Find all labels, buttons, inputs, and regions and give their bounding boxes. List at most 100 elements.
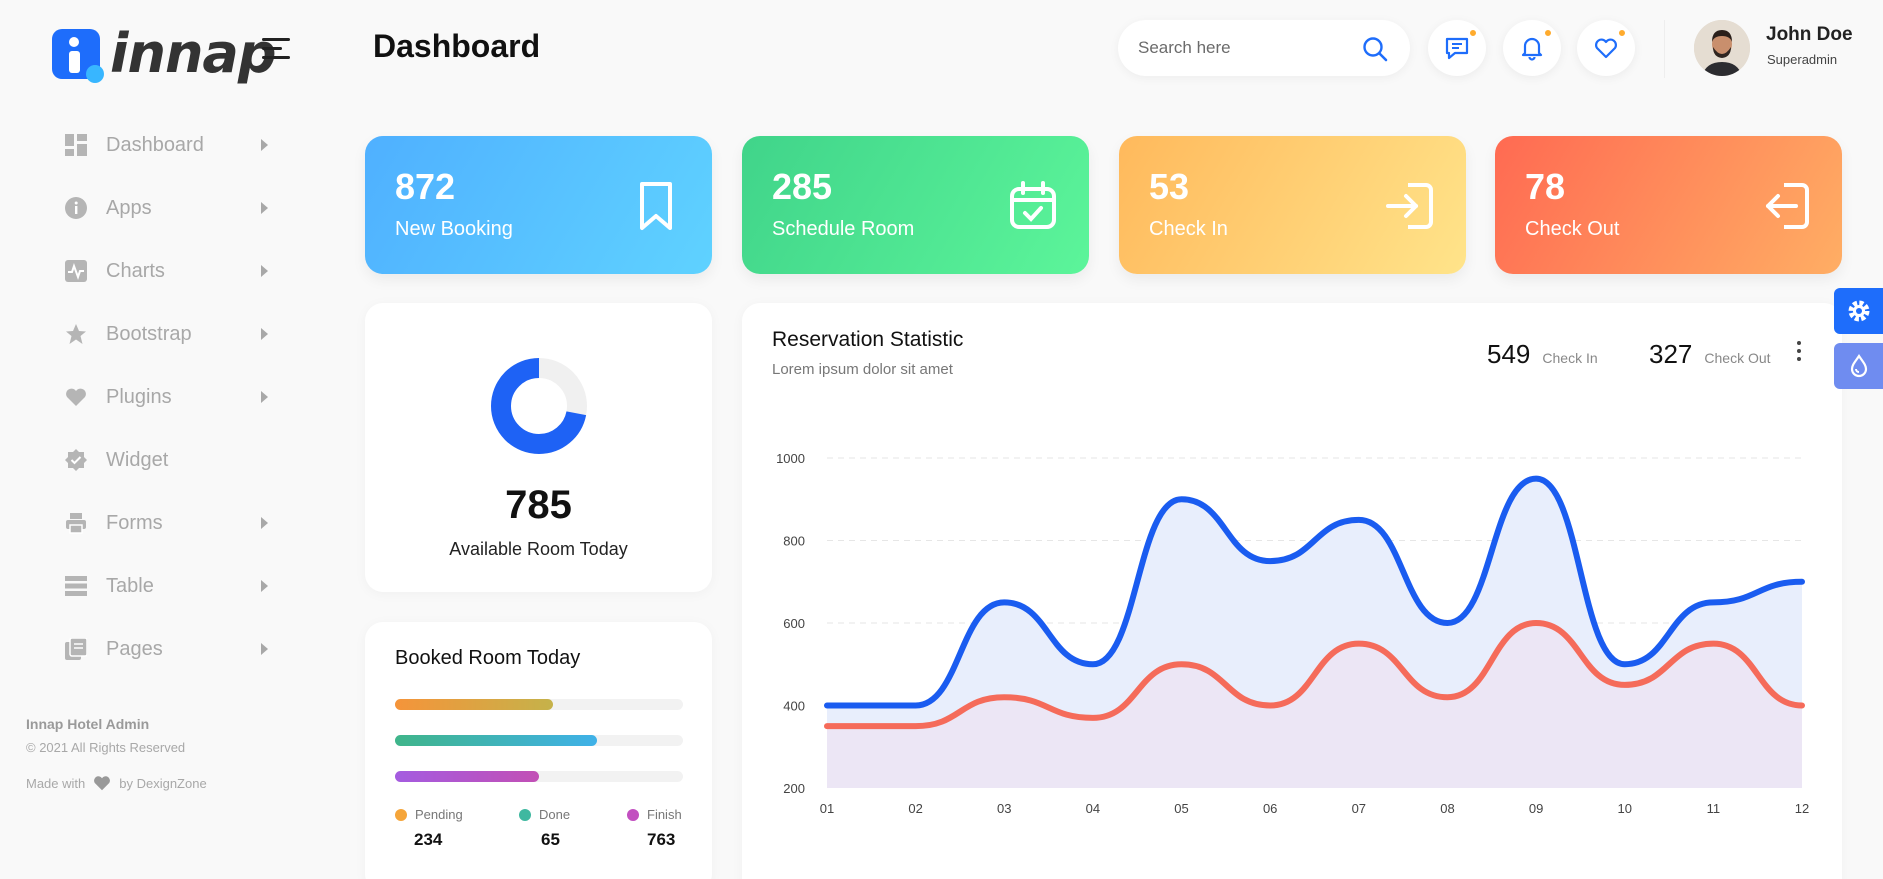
- x-tick-label: 11: [1707, 801, 1721, 816]
- available-room-card: 785 Available Room Today: [365, 303, 712, 592]
- sidebar-item-widget[interactable]: Widget: [64, 440, 274, 480]
- footer-credit: Made with by DexignZone: [26, 775, 207, 791]
- legend-value-finish: 763: [647, 830, 676, 849]
- x-tick-label: 04: [1086, 801, 1100, 816]
- legend-label: Done: [539, 807, 571, 822]
- sidebar-item-label: Widget: [106, 448, 169, 471]
- search-input[interactable]: [1138, 20, 1358, 76]
- checkin-label: Check In: [1542, 350, 1598, 366]
- checkin-value: 549: [1487, 339, 1531, 369]
- sidebar-item-label: Charts: [106, 259, 165, 282]
- stat-card-schedule-room[interactable]: 285 Schedule Room: [742, 136, 1089, 274]
- stat-label: Schedule Room: [772, 218, 915, 240]
- stat-label: Check Out: [1525, 218, 1620, 240]
- user-role: Superadmin: [1767, 52, 1838, 67]
- progress-fill-finish: [395, 771, 539, 782]
- stat-value: 285: [772, 166, 833, 207]
- user-avatar-icon: [1694, 20, 1750, 76]
- table-icon: [64, 574, 88, 598]
- checkout-value: 327: [1649, 339, 1693, 369]
- caret-right-icon: [261, 580, 268, 592]
- progress-fill-done: [395, 735, 597, 746]
- page-title: Dashboard: [373, 28, 541, 64]
- logo-mark-icon: [52, 28, 104, 83]
- checkout-summary: 327 Check Out: [1649, 339, 1771, 370]
- legend-done: Done: [519, 807, 570, 822]
- gear-icon: [1848, 300, 1869, 322]
- brand-logo[interactable]: innap: [52, 22, 276, 85]
- x-tick-label: 06: [1263, 801, 1277, 816]
- notification-dot: [1617, 28, 1627, 38]
- y-tick-label: 800: [783, 534, 805, 549]
- grid-icon: [64, 133, 88, 157]
- more-options-icon[interactable]: [1797, 341, 1803, 363]
- sidebar-item-forms[interactable]: Forms: [64, 503, 274, 543]
- search-box: [1118, 20, 1410, 76]
- caret-right-icon: [261, 391, 268, 403]
- reservation-subtitle: Lorem ipsum dolor sit amet: [772, 361, 953, 378]
- sidebar-item-label: Bootstrap: [106, 322, 192, 345]
- user-name[interactable]: John Doe: [1766, 24, 1853, 45]
- notifications-button[interactable]: [1503, 20, 1561, 76]
- settings-button[interactable]: [1834, 288, 1883, 334]
- search-icon[interactable]: [1362, 36, 1388, 62]
- reservation-statistic-card: Reservation Statistic Lorem ipsum dolor …: [742, 303, 1842, 879]
- x-tick-label: 07: [1352, 801, 1366, 816]
- heart-icon: [1595, 38, 1617, 59]
- stat-value: 53: [1149, 166, 1190, 207]
- legend-label: Pending: [415, 807, 463, 822]
- sidebar-item-label: Plugins: [106, 385, 172, 408]
- footer-made-with: Made with: [26, 775, 86, 791]
- caret-right-icon: [261, 265, 268, 277]
- avatar[interactable]: [1694, 20, 1750, 76]
- droplet-icon: [1850, 354, 1867, 378]
- caret-right-icon: [261, 517, 268, 529]
- x-tick-label: 05: [1174, 801, 1188, 816]
- footer-copyright: © 2021 All Rights Reserved: [26, 740, 186, 755]
- menu-toggle-icon[interactable]: [262, 38, 290, 60]
- sidebar-item-label: Dashboard: [106, 133, 204, 156]
- y-tick-label: 600: [783, 616, 805, 631]
- booked-room-title: Booked Room Today: [395, 647, 581, 669]
- x-tick-label: 01: [820, 801, 834, 816]
- favorites-button[interactable]: [1577, 20, 1635, 76]
- chat-icon: [1445, 37, 1469, 60]
- messages-button[interactable]: [1428, 20, 1486, 76]
- stat-label: New Booking: [395, 218, 513, 240]
- stat-card-check-in[interactable]: 53 Check In: [1119, 136, 1466, 274]
- brand-name: innap: [110, 22, 276, 85]
- info-icon: [64, 196, 88, 220]
- legend-value-done: 65: [541, 830, 560, 849]
- sidebar-item-dashboard[interactable]: Dashboard: [64, 125, 274, 165]
- stat-card-new-booking[interactable]: 872 New Booking: [365, 136, 712, 274]
- series-area-2: [827, 623, 1802, 788]
- sidebar-item-table[interactable]: Table: [64, 566, 274, 606]
- legend-dot: [627, 808, 639, 821]
- available-room-value: 785: [505, 483, 572, 527]
- y-tick-label: 200: [783, 781, 805, 796]
- logout-icon: [1766, 183, 1809, 229]
- x-tick-label: 12: [1795, 801, 1809, 816]
- legend-dot: [519, 808, 531, 821]
- legend-pending: Pending: [395, 807, 463, 822]
- legend-label: Finish: [647, 807, 682, 822]
- sidebar-item-plugins[interactable]: Plugins: [64, 377, 274, 417]
- theme-button[interactable]: [1834, 343, 1883, 389]
- x-tick-label: 10: [1617, 801, 1631, 816]
- sidebar-item-bootstrap[interactable]: Bootstrap: [64, 314, 274, 354]
- sidebar-item-pages[interactable]: Pages: [64, 629, 274, 669]
- stat-value: 78: [1525, 166, 1566, 207]
- sidebar-item-charts[interactable]: Charts: [64, 251, 274, 291]
- sidebar-item-apps[interactable]: Apps: [64, 188, 274, 228]
- footer-by[interactable]: by DexignZone: [119, 775, 207, 791]
- heart-icon: [94, 776, 111, 791]
- caret-right-icon: [261, 202, 268, 214]
- stat-card-check-out[interactable]: 78 Check Out: [1495, 136, 1842, 274]
- checkin-summary: 549 Check In: [1487, 339, 1598, 370]
- pages-icon: [64, 637, 88, 661]
- bell-icon: [1521, 37, 1543, 61]
- available-room-label: Available Room Today: [449, 539, 628, 559]
- reservation-chart: 200 400 600 800 1000 01 02 03 04 05 06 07 08 09 10 11 12: [776, 451, 1809, 816]
- donut-arc: [491, 358, 587, 454]
- caret-right-icon: [261, 643, 268, 655]
